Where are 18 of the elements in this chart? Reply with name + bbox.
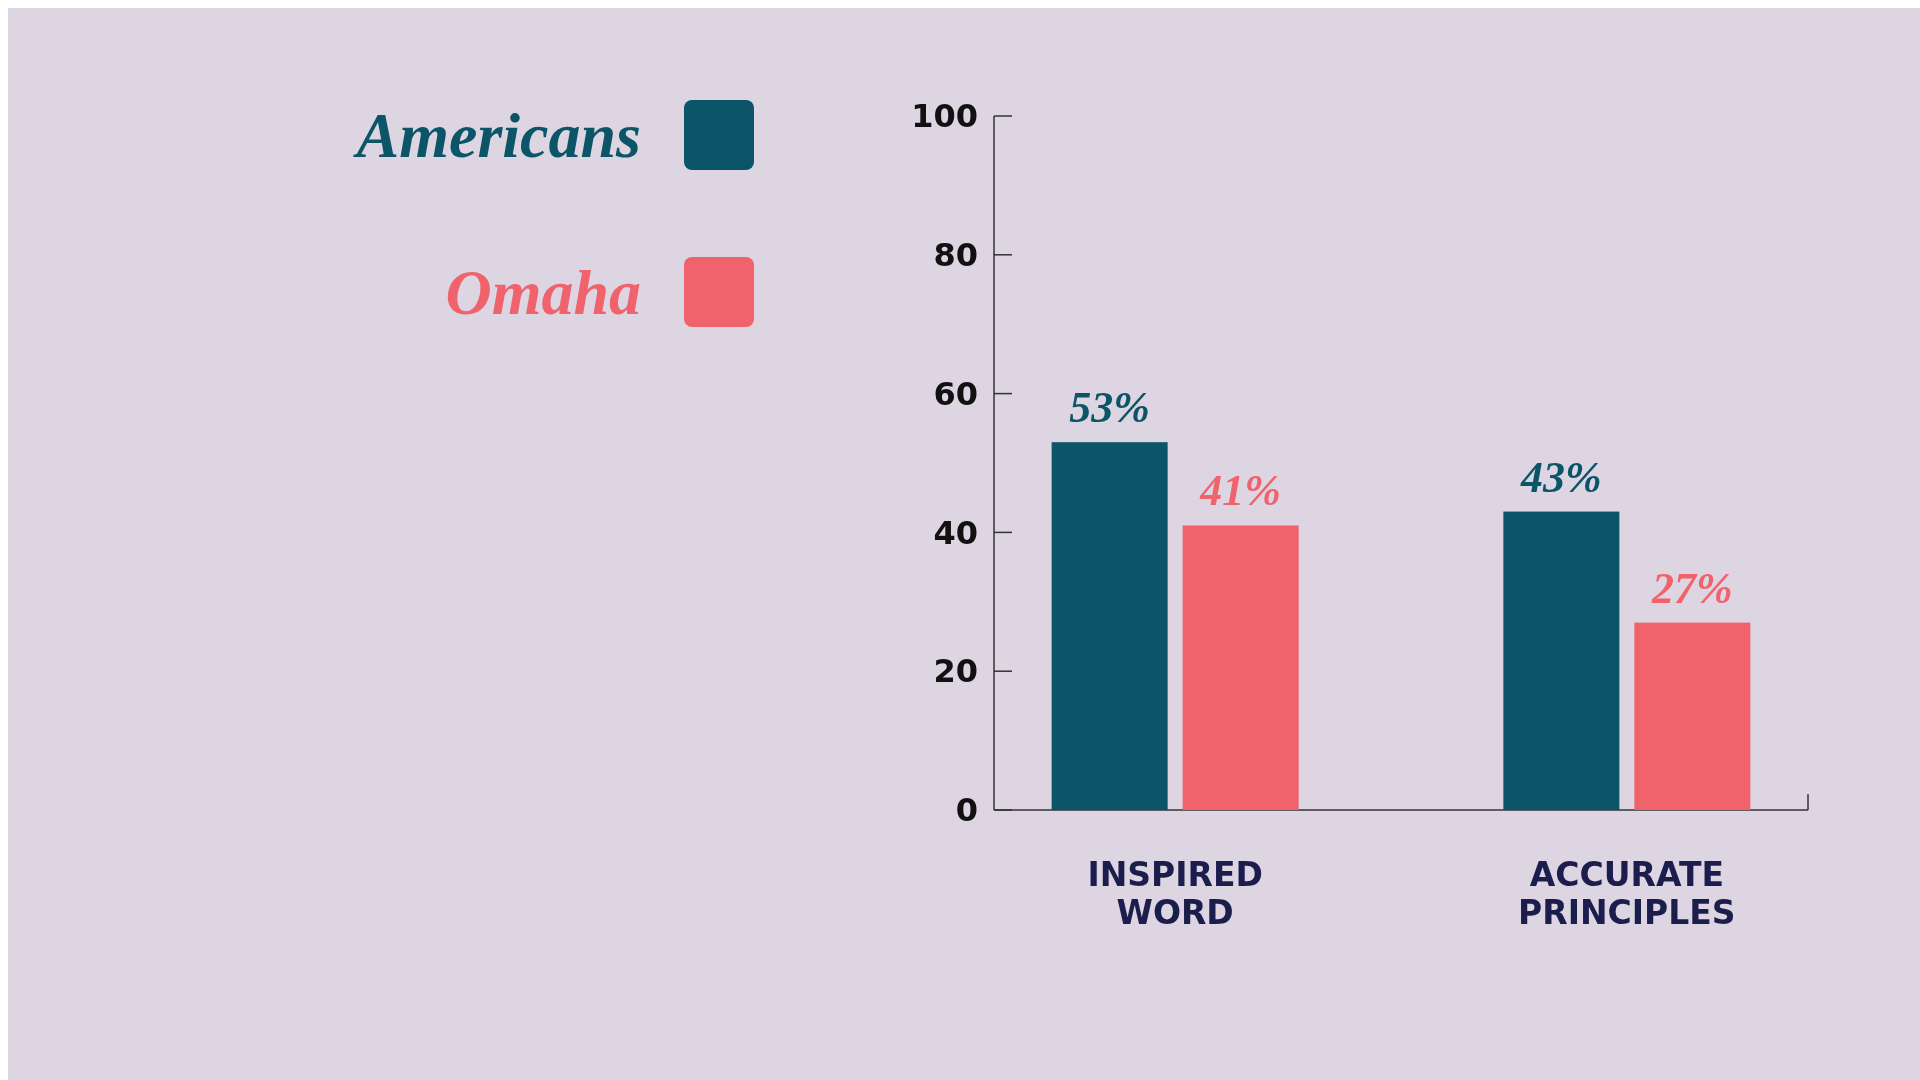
bar [1503, 511, 1620, 810]
y-tick-label: 80 [933, 236, 978, 274]
data-label: 27% [1651, 563, 1733, 613]
bar [1634, 622, 1751, 810]
data-label: 53% [1069, 383, 1150, 433]
y-tick-label: 40 [933, 513, 978, 552]
y-tick-label: 100 [911, 97, 978, 136]
legend-label: Americans [352, 100, 641, 172]
bar [1051, 442, 1168, 810]
bar [1182, 525, 1299, 810]
y-tick-label: 60 [933, 374, 978, 413]
data-label: 41% [1199, 466, 1281, 516]
y-tick-label: 0 [955, 791, 978, 830]
legend-label: Omaha [445, 257, 641, 329]
data-label: 43% [1520, 452, 1602, 502]
x-tick-label: INSPIRED WORD [1087, 855, 1263, 932]
x-tick-label: ACCURATE PRINCIPLES [1518, 855, 1736, 932]
y-tick-label: 20 [933, 652, 978, 691]
